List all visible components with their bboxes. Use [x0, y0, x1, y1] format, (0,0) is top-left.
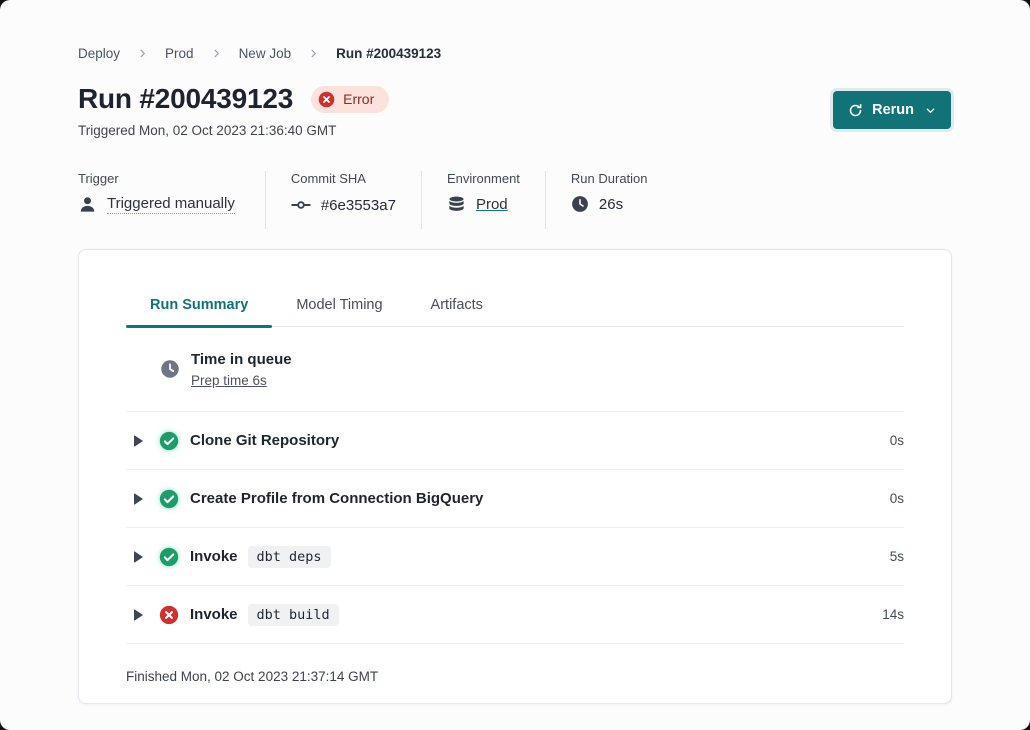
- duration-value: 26s: [598, 195, 624, 213]
- meta-commit: Commit SHA #6e3553a7: [264, 171, 421, 229]
- chevron-right-icon: [137, 48, 148, 59]
- git-commit-icon: [291, 195, 311, 215]
- finished-timestamp: Finished Mon, 02 Oct 2023 21:37:14 GMT: [126, 669, 379, 684]
- chevron-right-icon: [308, 48, 319, 59]
- clock-icon: [160, 359, 180, 379]
- meta-duration-label: Run Duration: [570, 171, 648, 186]
- success-check-icon: [159, 489, 179, 509]
- command-code-chip: dbt deps: [247, 545, 331, 568]
- step-title: Invoke: [190, 548, 238, 565]
- tab-model-timing[interactable]: Model Timing: [296, 297, 383, 313]
- step-title: Create Profile from Connection BigQuery: [190, 490, 484, 507]
- step-duration: 14s: [882, 607, 904, 622]
- queue-row: Time in queue Prep time 6s: [126, 327, 904, 412]
- error-circle-icon: [318, 91, 335, 108]
- meta-commit-label: Commit SHA: [290, 171, 366, 186]
- success-check-icon: [159, 547, 179, 567]
- tab-run-summary[interactable]: Run Summary: [126, 298, 273, 328]
- step-duration: 0s: [889, 491, 904, 506]
- expand-triangle-icon[interactable]: [134, 550, 143, 563]
- environment-link[interactable]: Prod: [475, 196, 508, 213]
- step-row-clone-git[interactable]: Clone Git Repository 0s: [126, 412, 904, 470]
- refresh-icon: [848, 103, 863, 118]
- expand-triangle-icon[interactable]: [134, 434, 143, 447]
- meta-trigger: Trigger Triggered manually: [78, 171, 265, 229]
- tab-bar: Run Summary Model Timing Artifacts: [126, 250, 904, 328]
- queue-title: Time in queue: [191, 350, 292, 368]
- triggered-timestamp: Triggered Mon, 02 Oct 2023 21:36:40 GMT: [78, 123, 337, 138]
- expand-triangle-icon[interactable]: [134, 608, 143, 621]
- rerun-button-label: Rerun: [872, 102, 914, 118]
- tab-artifacts[interactable]: Artifacts: [430, 297, 483, 313]
- breadcrumb-run-number: Run #200439123: [336, 46, 442, 61]
- commit-sha-value: #6e3553a7: [320, 196, 396, 214]
- run-meta-row: Trigger Triggered manually Commit SHA #6…: [78, 171, 952, 229]
- step-duration: 0s: [889, 433, 904, 448]
- meta-duration: Run Duration 26s: [544, 171, 673, 229]
- command-code-chip: dbt build: [247, 603, 339, 626]
- step-row-create-profile[interactable]: Create Profile from Connection BigQuery …: [126, 470, 904, 528]
- run-summary-card: Run Summary Model Timing Artifacts Time …: [78, 249, 952, 704]
- prep-time-link[interactable]: Prep time 6s: [191, 372, 267, 388]
- step-duration: 5s: [889, 549, 904, 564]
- meta-environment-label: Environment: [446, 171, 520, 186]
- step-row-dbt-build[interactable]: Invoke dbt build 14s: [126, 586, 904, 644]
- chevron-right-icon: [211, 48, 222, 59]
- meta-trigger-label: Trigger: [78, 171, 119, 186]
- breadcrumb-deploy[interactable]: Deploy: [78, 46, 121, 61]
- step-title: Invoke: [190, 606, 238, 623]
- rerun-button[interactable]: Rerun: [833, 91, 951, 129]
- step-title: Clone Git Repository: [190, 432, 340, 449]
- meta-environment: Environment Prod: [420, 171, 545, 229]
- success-check-icon: [159, 431, 179, 451]
- breadcrumb: Deploy Prod New Job Run #200439123: [78, 0, 952, 61]
- status-badge: Error: [311, 85, 390, 113]
- status-badge-label: Error: [343, 91, 375, 107]
- step-row-dbt-deps[interactable]: Invoke dbt deps 5s: [126, 528, 904, 586]
- clock-icon: [571, 195, 589, 213]
- person-icon: [78, 195, 97, 214]
- chevron-down-icon: [925, 105, 936, 116]
- breadcrumb-new-job[interactable]: New Job: [238, 46, 292, 61]
- page-title: Run #200439123: [78, 83, 294, 114]
- error-circle-icon: [159, 605, 179, 625]
- expand-triangle-icon[interactable]: [134, 492, 143, 505]
- database-icon: [447, 195, 466, 214]
- trigger-value[interactable]: Triggered manually: [107, 195, 235, 214]
- breadcrumb-prod[interactable]: Prod: [165, 46, 194, 61]
